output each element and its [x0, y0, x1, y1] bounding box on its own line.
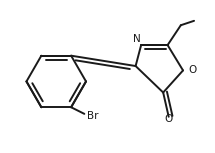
Text: Br: Br	[87, 111, 98, 121]
Text: O: O	[164, 114, 173, 124]
Text: O: O	[189, 65, 197, 75]
Text: N: N	[133, 34, 141, 44]
